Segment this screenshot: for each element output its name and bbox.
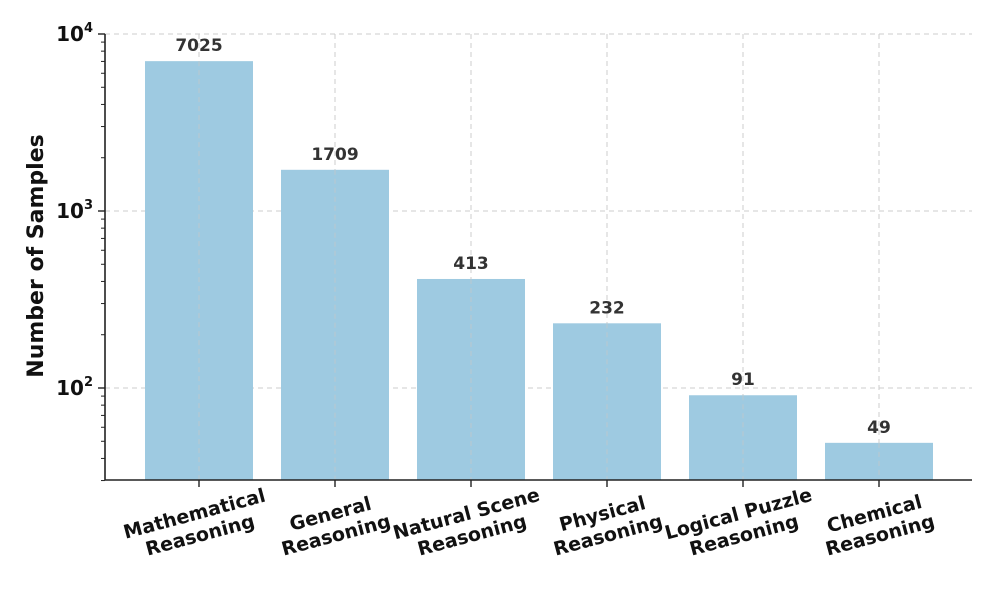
y-tick-label: 104 [56, 21, 93, 46]
data-label: 1709 [311, 145, 358, 165]
bar [689, 395, 797, 480]
data-label: 49 [867, 418, 891, 438]
data-label: 7025 [175, 36, 222, 56]
axes [98, 33, 972, 487]
data-label: 232 [589, 298, 625, 318]
y-tick-label: 102 [56, 375, 93, 400]
bars [145, 61, 933, 480]
y-tick-label: 103 [56, 198, 93, 223]
y-axis-title: Number of Samples [24, 134, 49, 377]
data-label: 413 [453, 254, 489, 274]
data-label: 91 [731, 370, 755, 390]
bar [553, 323, 661, 480]
